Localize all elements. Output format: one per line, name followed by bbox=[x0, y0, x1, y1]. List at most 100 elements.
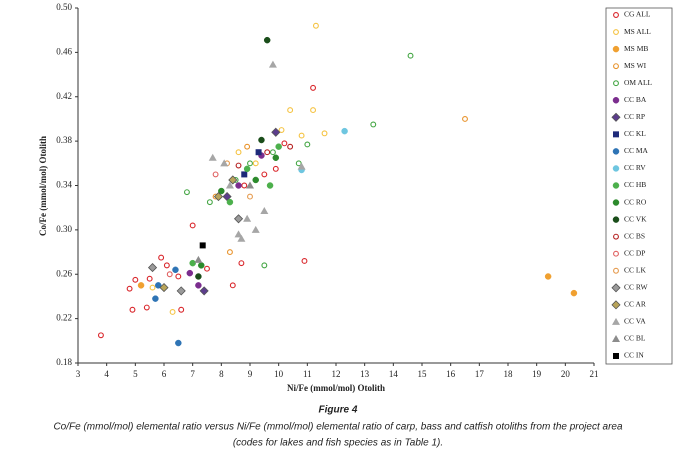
point bbox=[169, 309, 176, 315]
point bbox=[176, 286, 186, 296]
y-tick-label: 0.46 bbox=[56, 46, 72, 56]
x-tick-label: 10 bbox=[274, 369, 284, 379]
legend-marker bbox=[613, 63, 619, 70]
x-tick-label: 16 bbox=[446, 369, 456, 379]
point bbox=[271, 127, 281, 137]
y-tick-label: 0.26 bbox=[56, 268, 72, 278]
legend-marker bbox=[613, 131, 619, 138]
legend-marker bbox=[612, 97, 620, 104]
point bbox=[295, 160, 302, 167]
legend-label: CC RW bbox=[624, 283, 648, 292]
x-tick-label: 20 bbox=[561, 369, 571, 379]
point bbox=[268, 60, 277, 68]
x-tick-label: 21 bbox=[590, 369, 599, 379]
point bbox=[252, 176, 259, 184]
legend-label: CC AR bbox=[624, 300, 646, 309]
point bbox=[143, 304, 150, 311]
point bbox=[260, 207, 269, 215]
x-tick-label: 5 bbox=[133, 369, 138, 379]
x-tick-label: 6 bbox=[162, 369, 167, 379]
point bbox=[163, 262, 170, 269]
legend-marker bbox=[612, 216, 620, 223]
point bbox=[261, 171, 268, 178]
legend-label: CC HB bbox=[624, 180, 646, 189]
point bbox=[228, 175, 238, 185]
y-tick-label: 0.30 bbox=[56, 224, 72, 234]
legend-label: CC VK bbox=[624, 214, 647, 223]
legend-label: CC RO bbox=[624, 197, 647, 206]
caption: Co/Fe (mmol/mol) elemental ratio versus … bbox=[53, 422, 623, 433]
point bbox=[544, 273, 552, 280]
point bbox=[208, 153, 217, 161]
point bbox=[229, 282, 236, 289]
x-tick-label: 13 bbox=[360, 369, 370, 379]
point bbox=[244, 143, 251, 150]
legend-marker bbox=[613, 29, 619, 35]
point bbox=[247, 193, 253, 200]
point bbox=[195, 282, 202, 289]
legend-label: CC RP bbox=[624, 112, 645, 121]
point bbox=[199, 242, 206, 249]
legend-label: CC DP bbox=[624, 248, 645, 257]
point bbox=[278, 127, 285, 133]
legend-marker bbox=[612, 45, 620, 53]
point bbox=[241, 171, 248, 178]
point bbox=[146, 275, 153, 282]
legend-marker bbox=[613, 12, 619, 18]
legend-label: MS ALL bbox=[624, 27, 651, 36]
point bbox=[175, 339, 182, 347]
point bbox=[297, 162, 306, 170]
point bbox=[152, 295, 159, 302]
legend-marker bbox=[613, 233, 619, 240]
point bbox=[234, 230, 243, 238]
legend-label: CC MA bbox=[624, 146, 649, 155]
legend-marker bbox=[611, 300, 621, 310]
legend-label: CC IN bbox=[624, 351, 644, 360]
point bbox=[149, 284, 156, 291]
point bbox=[272, 165, 279, 172]
point bbox=[252, 160, 259, 167]
point bbox=[251, 225, 260, 233]
point bbox=[269, 149, 276, 156]
point bbox=[129, 306, 136, 313]
point bbox=[246, 181, 254, 189]
legend-marker bbox=[611, 283, 621, 293]
legend-label: CC LK bbox=[624, 265, 646, 274]
point bbox=[287, 107, 294, 114]
point bbox=[298, 132, 305, 139]
legend-label: CG ALL bbox=[624, 10, 651, 19]
point bbox=[206, 199, 213, 206]
point bbox=[312, 22, 319, 29]
point bbox=[281, 140, 288, 147]
figure-label: Figure 4 bbox=[319, 405, 358, 416]
x-tick-label: 17 bbox=[475, 369, 485, 379]
point bbox=[137, 282, 145, 289]
legend-marker bbox=[612, 334, 620, 342]
point bbox=[247, 160, 253, 167]
point bbox=[370, 121, 377, 128]
legend-box bbox=[605, 7, 673, 365]
legend-label: OM ALL bbox=[624, 78, 653, 87]
legend-marker bbox=[612, 148, 620, 155]
point bbox=[235, 149, 242, 156]
point bbox=[158, 254, 165, 261]
point bbox=[266, 182, 274, 189]
point bbox=[186, 269, 194, 277]
point bbox=[255, 149, 262, 156]
x-tick-label: 15 bbox=[418, 369, 428, 379]
point bbox=[159, 282, 169, 293]
y-tick-label: 0.42 bbox=[56, 91, 72, 101]
point bbox=[166, 271, 173, 278]
legend-marker bbox=[612, 165, 620, 172]
point bbox=[310, 84, 317, 91]
point bbox=[462, 115, 468, 122]
y-tick-label: 0.34 bbox=[56, 180, 72, 190]
point bbox=[175, 273, 182, 280]
point bbox=[243, 165, 251, 173]
legend-marker bbox=[612, 317, 620, 325]
point bbox=[194, 255, 203, 263]
point bbox=[235, 182, 242, 189]
point bbox=[225, 181, 234, 189]
